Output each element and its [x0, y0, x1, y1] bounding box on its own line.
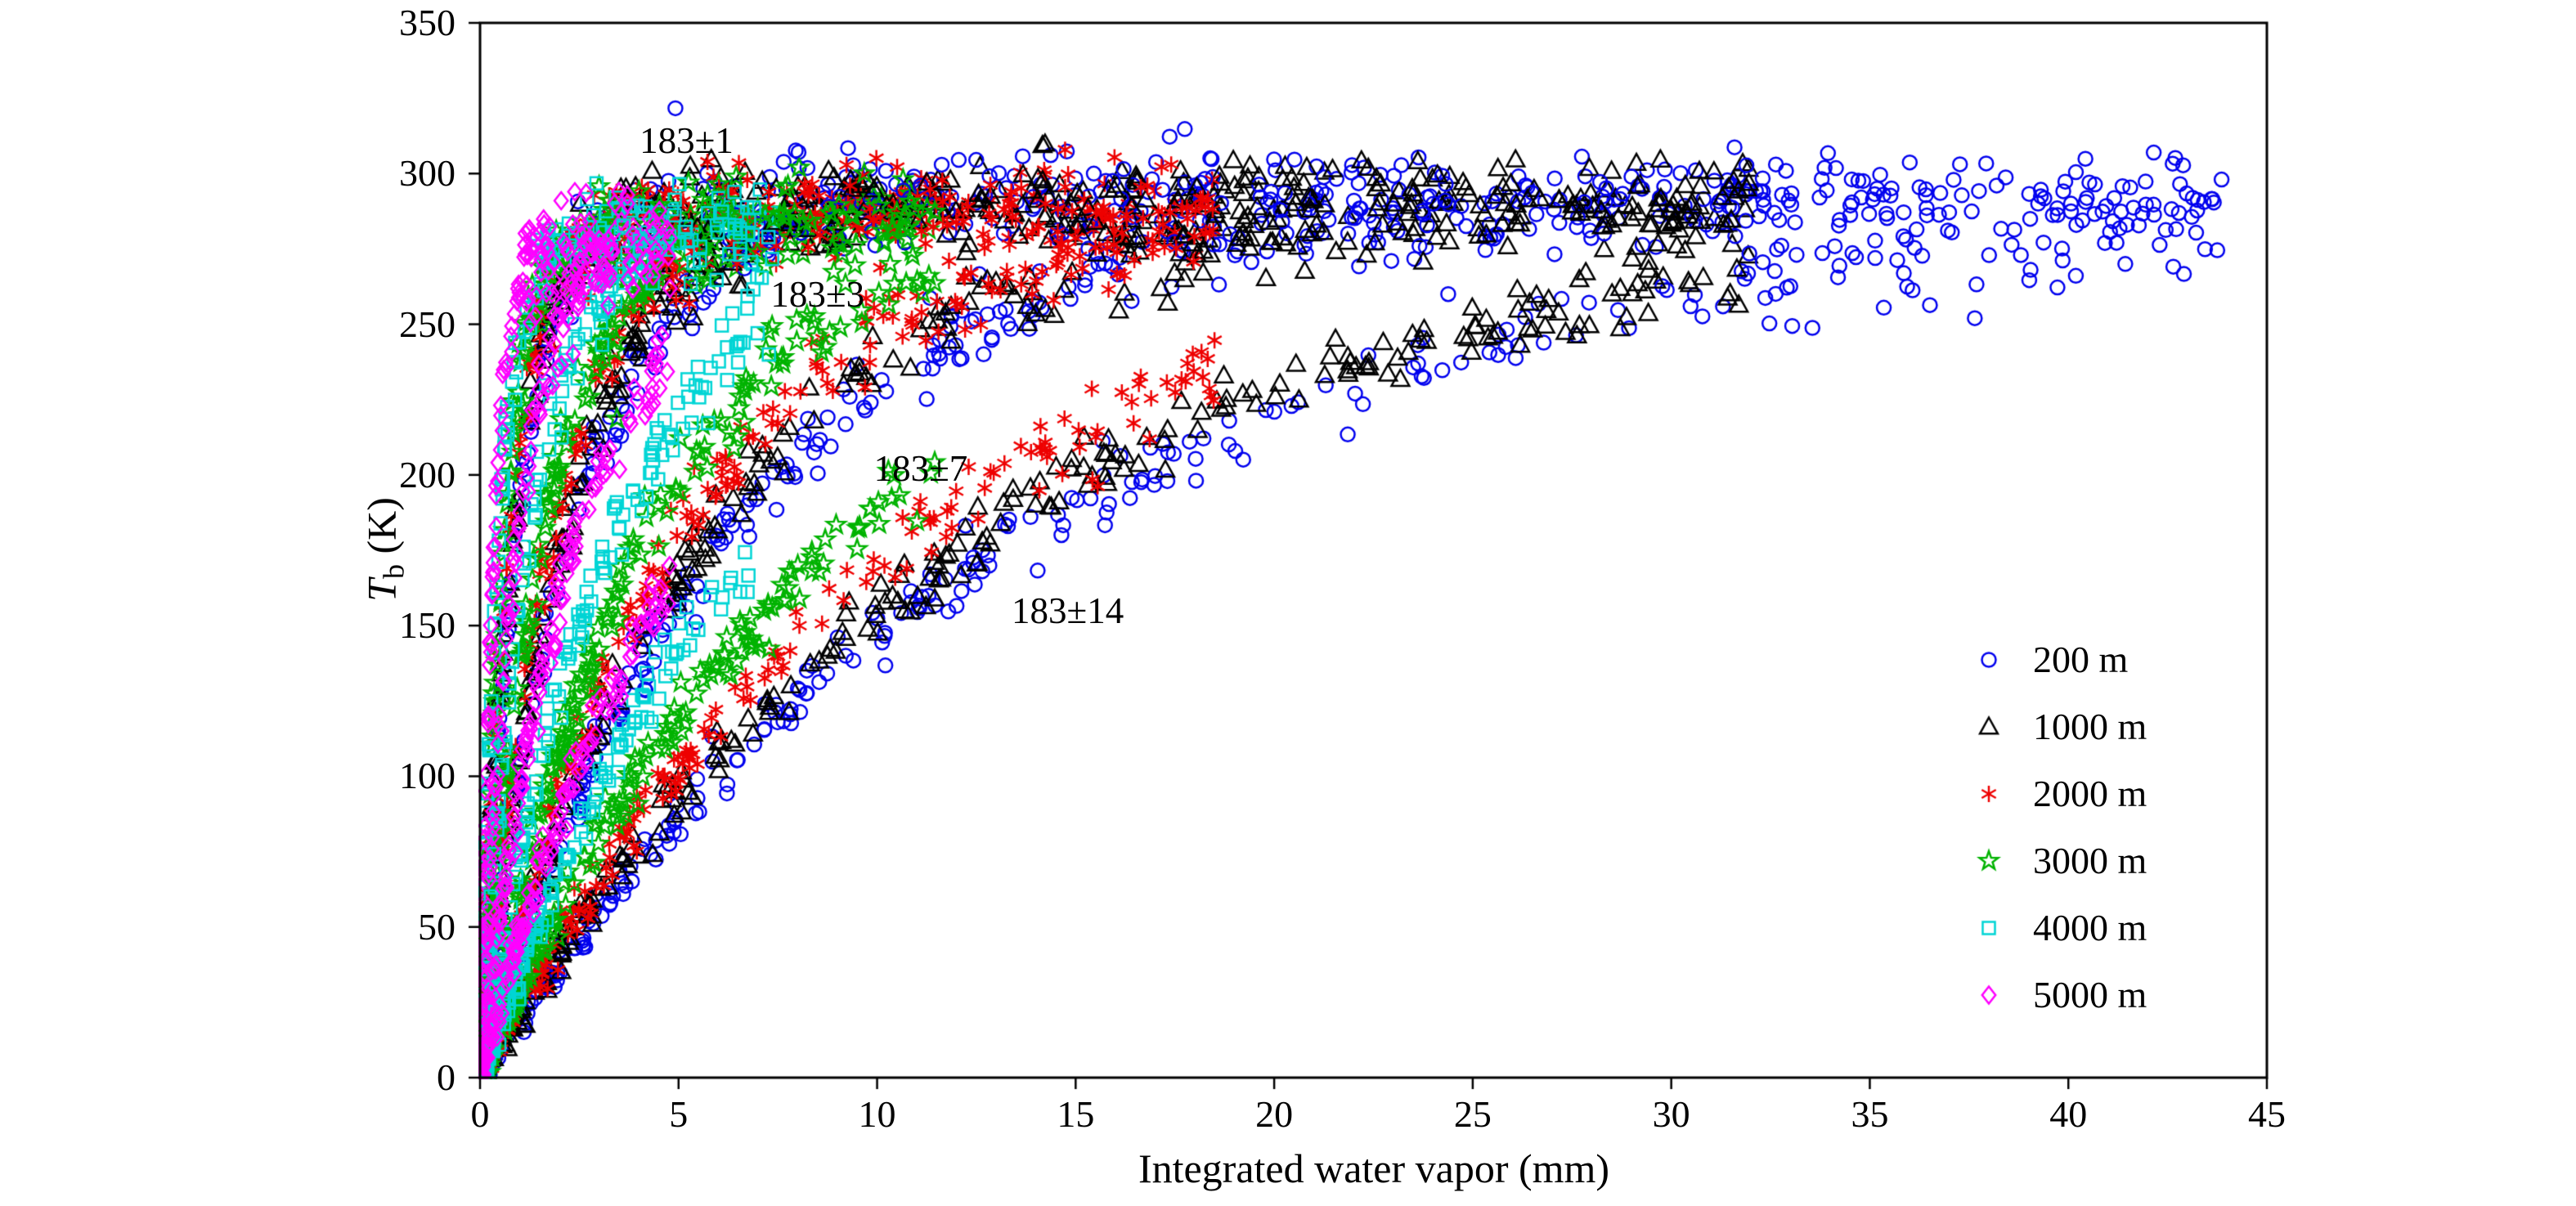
y-tick-label: 100: [399, 755, 456, 797]
y-tick-label: 0: [437, 1056, 456, 1098]
legend-label: 1000 m: [2033, 706, 2147, 747]
y-tick-label: 50: [418, 905, 456, 948]
y-tick-label: 300: [399, 152, 456, 195]
x-tick-label: 15: [1057, 1093, 1095, 1135]
y-tick-label: 350: [399, 2, 456, 43]
y-axis-symbol: T: [358, 579, 405, 602]
legend-label: 3000 m: [2033, 840, 2147, 881]
circle-marker-icon: [1969, 640, 2008, 679]
asterisk-marker-icon: [1969, 774, 2008, 814]
square-marker-icon: [1969, 908, 2008, 948]
legend-entry-2000-m: 2000 m: [1969, 760, 2147, 827]
legend-entry-1000-m: 1000 m: [1969, 693, 2147, 760]
channel-annotation: 183±3: [770, 273, 865, 315]
channel-annotation: 183±1: [640, 119, 734, 161]
x-tick-label: 45: [2248, 1093, 2286, 1135]
legend-entry-5000-m: 5000 m: [1969, 962, 2147, 1029]
legend: 200 m 1000 m 2000 m 3000 m 4000 m 5000 m: [1969, 626, 2147, 1029]
x-tick-label: 25: [1453, 1093, 1492, 1135]
y-axis-subscript: b: [377, 564, 411, 580]
y-axis-title: Tb (K): [358, 497, 411, 602]
triangle-marker-icon: [1969, 707, 2008, 746]
y-tick-label: 250: [399, 303, 456, 345]
star-marker-icon: [1969, 841, 2008, 881]
y-tick-label: 200: [399, 453, 456, 495]
diamond-marker-icon: [1969, 975, 2008, 1015]
legend-label: 200 m: [2033, 639, 2129, 680]
channel-annotation: 183±14: [1012, 590, 1124, 631]
channel-annotation: 183±7: [873, 448, 968, 490]
x-tick-label: 0: [470, 1093, 490, 1135]
legend-label: 5000 m: [2033, 974, 2147, 1015]
x-tick-label: 5: [669, 1093, 689, 1135]
legend-entry-4000-m: 4000 m: [1969, 894, 2147, 962]
x-tick-label: 30: [1652, 1093, 1690, 1135]
legend-label: 4000 m: [2033, 907, 2147, 948]
y-axis-unit: (K): [358, 497, 405, 565]
x-tick-label: 20: [1255, 1093, 1294, 1135]
legend-entry-200-m: 200 m: [1969, 626, 2147, 693]
x-tick-label: 35: [1851, 1093, 1889, 1135]
x-axis-title: Integrated water vapor (mm): [1138, 1145, 1610, 1191]
legend-label: 2000 m: [2033, 773, 2147, 814]
x-tick-label: 10: [858, 1093, 896, 1135]
y-tick-label: 150: [399, 604, 456, 647]
legend-entry-3000-m: 3000 m: [1969, 827, 2147, 894]
x-tick-label: 40: [2049, 1093, 2088, 1135]
